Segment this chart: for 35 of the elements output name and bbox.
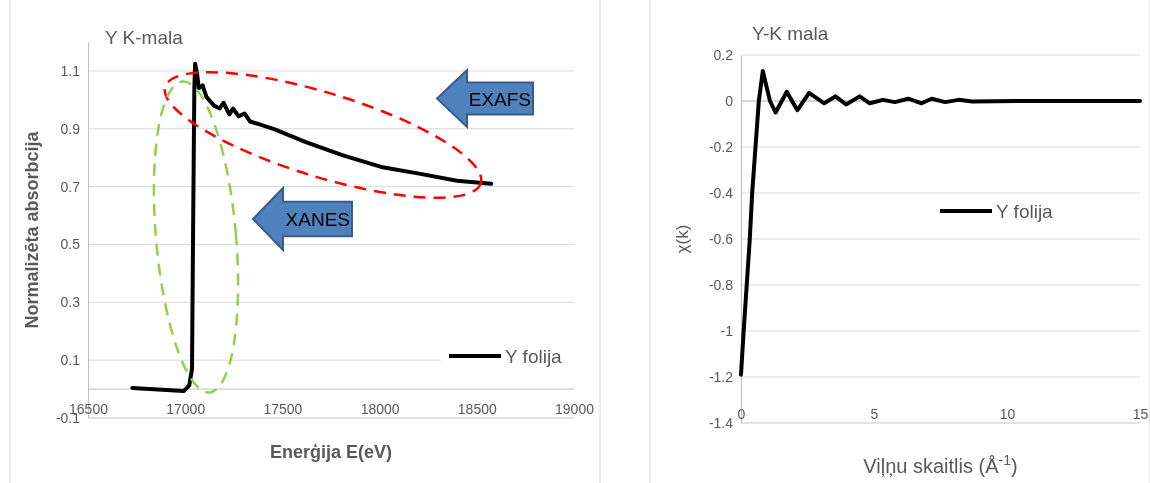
x-tick-label: 0	[737, 405, 746, 422]
y-tick-label: 0.5	[60, 236, 81, 253]
x-tick-label: 18500	[457, 400, 497, 417]
x-tick-label: 15	[1132, 405, 1149, 422]
legend-label: Y folija	[505, 346, 563, 367]
chart-title: Y-K mala	[752, 23, 829, 44]
y-tick-label: -0.8	[708, 276, 734, 293]
x-tick-label: 17000	[166, 400, 206, 417]
y-tick-label: -0.4	[708, 184, 734, 201]
y-tick-label: 0.3	[60, 294, 81, 311]
y-tick-label: 0.9	[60, 120, 81, 137]
y-axis-title: χ(k)	[673, 224, 692, 254]
x-axis-title: Viļņu skaitlis (Å$^{-1}$)	[863, 452, 1018, 477]
x-tick-label: 5	[870, 405, 879, 422]
x-tick-label: 18000	[360, 400, 400, 417]
y-tick-label: -0.2	[708, 138, 734, 155]
x-tick-label: 10	[999, 405, 1016, 422]
y-tick-label: 0.1	[60, 352, 81, 369]
chart-title: Y K-mala	[105, 27, 184, 48]
y-axis-title: Normalizēta absorbcija	[22, 130, 42, 329]
x-tick-label: 19000	[555, 400, 595, 417]
annotation: EXAFS	[468, 88, 531, 110]
x-axis-title: Enerģija E(eV)	[269, 442, 393, 462]
y-tick-label: 1.1	[60, 62, 81, 79]
x-tick-label: 17500	[263, 400, 303, 417]
y-tick-label: -1	[720, 322, 734, 339]
legend-label: Y folija	[996, 201, 1054, 222]
annotation: XANES	[285, 209, 350, 230]
line-series	[739, 69, 1142, 377]
y-tick-label: -0.6	[708, 230, 734, 247]
y-tick-label: -1.2	[708, 368, 734, 385]
y-tick-label: 0	[725, 92, 734, 109]
y-tick-label: -1.4	[708, 414, 734, 431]
y-tick-label: 0.2	[713, 46, 734, 63]
y-tick-label: 0.7	[60, 178, 81, 195]
